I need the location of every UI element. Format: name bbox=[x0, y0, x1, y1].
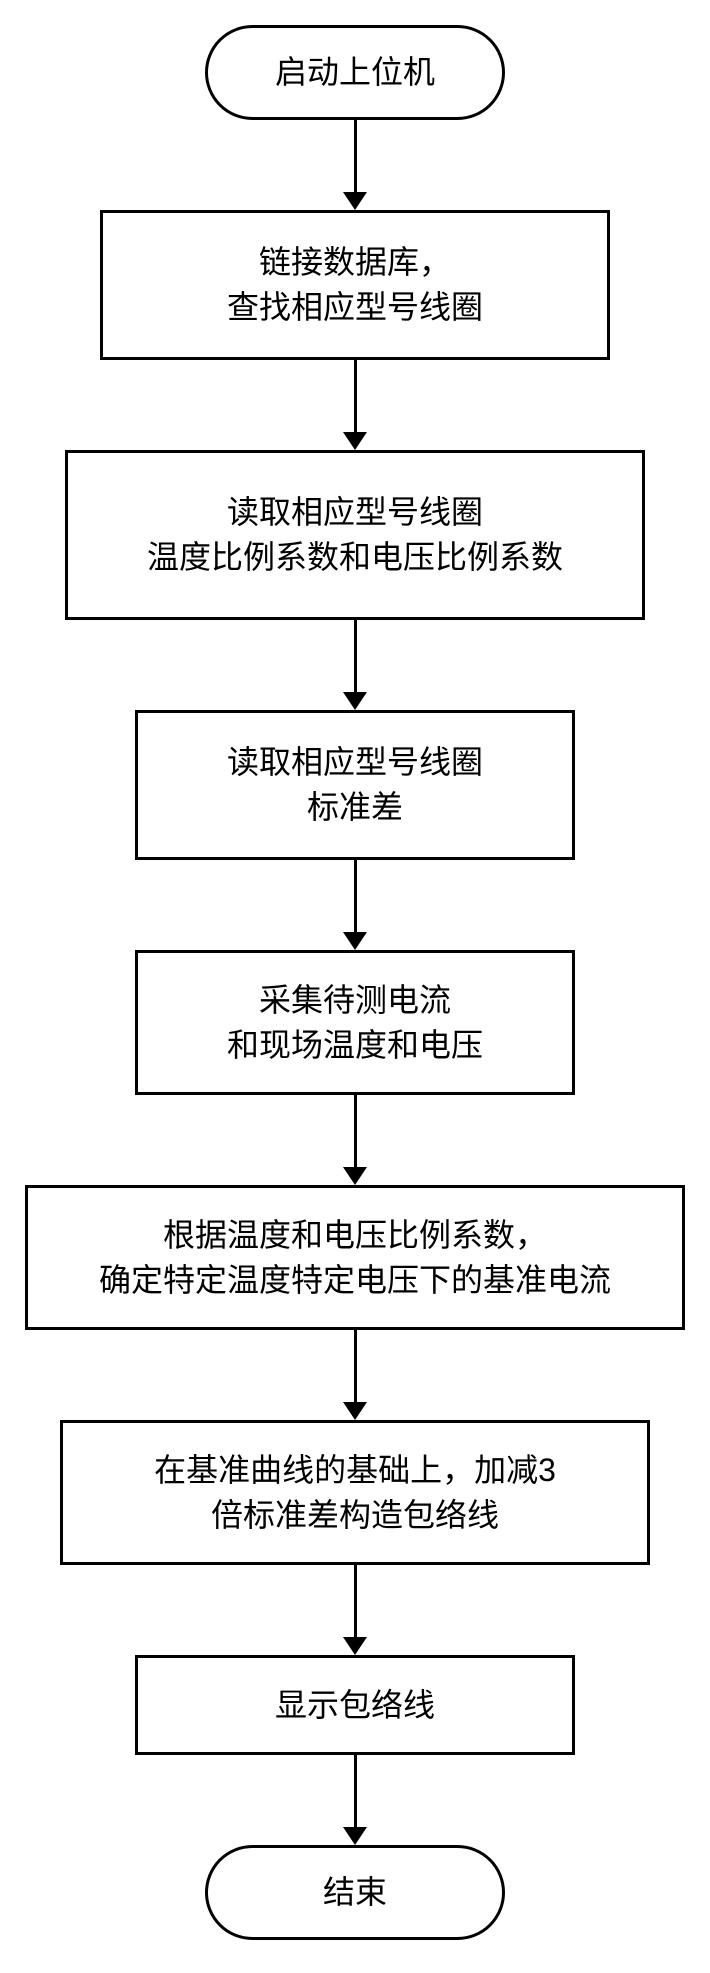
arrow-2 bbox=[343, 620, 367, 710]
process-step5: 根据温度和电压比例系数， 确定特定温度特定电压下的基准电流 bbox=[25, 1185, 685, 1330]
arrow-7 bbox=[343, 1755, 367, 1845]
step2-label: 读取相应型号线圈 温度比例系数和电压比例系数 bbox=[147, 490, 563, 580]
step7-label: 显示包络线 bbox=[275, 1683, 435, 1728]
step4-label: 采集待测电流 和现场温度和电压 bbox=[227, 978, 483, 1068]
arrow-5 bbox=[343, 1330, 367, 1420]
arrow-3 bbox=[343, 860, 367, 950]
arrow-1 bbox=[343, 360, 367, 450]
arrow-4 bbox=[343, 1095, 367, 1185]
flowchart-container: 启动上位机 链接数据库， 查找相应型号线圈 读取相应型号线圈 温度比例系数和电压… bbox=[0, 0, 710, 1973]
start-label: 启动上位机 bbox=[275, 50, 435, 95]
process-step3: 读取相应型号线圈 标准差 bbox=[135, 710, 575, 860]
arrow-0 bbox=[343, 120, 367, 210]
step3-label: 读取相应型号线圈 标准差 bbox=[227, 740, 483, 830]
terminator-start: 启动上位机 bbox=[205, 25, 505, 120]
process-step2: 读取相应型号线圈 温度比例系数和电压比例系数 bbox=[65, 450, 645, 620]
process-step1: 链接数据库， 查找相应型号线圈 bbox=[100, 210, 610, 360]
end-label: 结束 bbox=[323, 1870, 387, 1915]
step1-label: 链接数据库， 查找相应型号线圈 bbox=[227, 240, 483, 330]
process-step6: 在基准曲线的基础上，加减3 倍标准差构造包络线 bbox=[60, 1420, 650, 1565]
process-step7: 显示包络线 bbox=[135, 1655, 575, 1755]
step6-label: 在基准曲线的基础上，加减3 倍标准差构造包络线 bbox=[154, 1448, 556, 1538]
process-step4: 采集待测电流 和现场温度和电压 bbox=[135, 950, 575, 1095]
step5-label: 根据温度和电压比例系数， 确定特定温度特定电压下的基准电流 bbox=[99, 1213, 611, 1303]
arrow-6 bbox=[343, 1565, 367, 1655]
terminator-end: 结束 bbox=[205, 1845, 505, 1940]
